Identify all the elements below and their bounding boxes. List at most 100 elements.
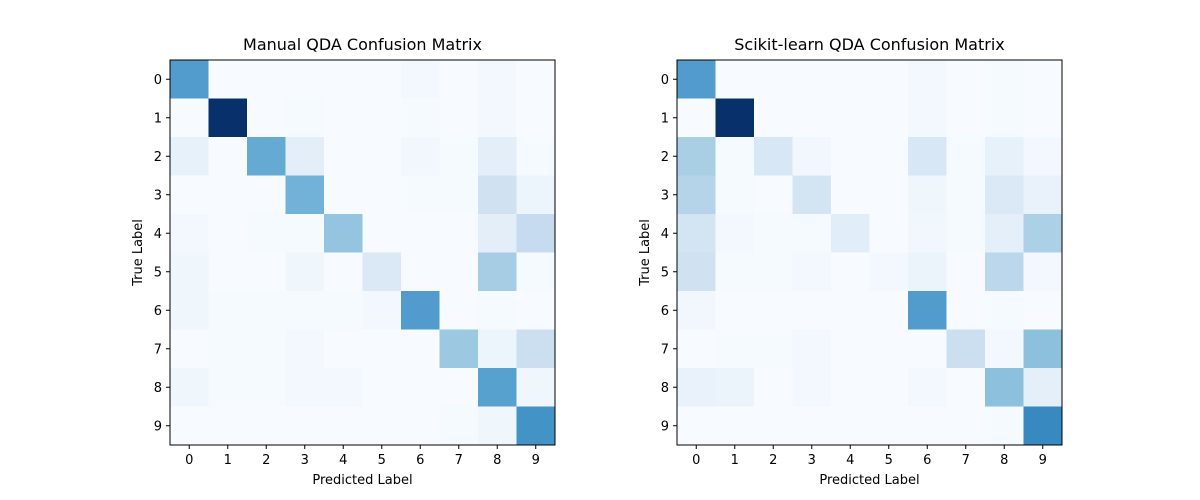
heatmap-cell bbox=[869, 60, 909, 99]
heatmap-cell bbox=[439, 329, 479, 369]
heatmap-cell bbox=[754, 137, 793, 176]
heatmap-cell bbox=[401, 60, 440, 99]
x-tick-label: 9 bbox=[532, 453, 540, 468]
heatmap-cell bbox=[908, 406, 947, 446]
heatmap-cell bbox=[985, 98, 1024, 138]
heatmap-cell bbox=[985, 252, 1024, 292]
y-tick-label: 1 bbox=[661, 111, 669, 126]
x-tick-label: 2 bbox=[769, 453, 777, 468]
heatmap-panel-1: Scikit-learn QDA Confusion Matrix 0 1 2 3 4 5 6… bbox=[638, 35, 1063, 488]
heatmap-cell bbox=[324, 214, 363, 253]
heatmap-cell bbox=[831, 368, 870, 407]
heatmap-cell bbox=[516, 291, 556, 330]
heatmap-cell bbox=[677, 329, 716, 369]
heatmap-cell bbox=[516, 98, 556, 138]
heatmap-cell bbox=[439, 252, 479, 292]
y-tick-label: 2 bbox=[154, 150, 162, 165]
heatmap-cell bbox=[516, 137, 556, 176]
heatmap-cell bbox=[792, 252, 832, 292]
heatmap-cell bbox=[677, 252, 716, 292]
heatmap-cell bbox=[869, 329, 909, 369]
heatmap-cell bbox=[715, 252, 755, 292]
heatmap-cell bbox=[247, 329, 286, 369]
heatmap-cell bbox=[324, 252, 363, 292]
heatmap-cell bbox=[908, 137, 947, 176]
heatmap-cell bbox=[908, 98, 947, 138]
heatmap-cell bbox=[1023, 214, 1063, 253]
heatmap-cell bbox=[908, 60, 947, 99]
x-tick-label: 0 bbox=[692, 453, 700, 468]
heatmap-cell bbox=[478, 137, 517, 176]
heatmap-cell bbox=[946, 214, 986, 253]
heatmap-cell bbox=[908, 214, 947, 253]
heatmap-cell bbox=[478, 60, 517, 99]
heatmap-cell bbox=[792, 60, 832, 99]
y-tick-label: 3 bbox=[154, 188, 162, 203]
heatmap-cell bbox=[208, 291, 248, 330]
y-tick-label: 1 bbox=[154, 111, 162, 126]
heatmap-cell bbox=[754, 60, 793, 99]
heatmap-cell bbox=[908, 252, 947, 292]
heatmap-cell bbox=[1023, 98, 1063, 138]
heatmap-cell bbox=[715, 175, 755, 215]
heatmap-cell bbox=[247, 175, 286, 215]
heatmap-cell bbox=[869, 252, 909, 292]
heatmap-cell bbox=[401, 214, 440, 253]
y-tick-label: 7 bbox=[154, 342, 162, 357]
y-tick-label: 2 bbox=[661, 150, 669, 165]
x-axis-label: Predicted Label bbox=[819, 473, 919, 488]
heatmap-cell bbox=[516, 175, 556, 215]
heatmap-cell bbox=[677, 137, 716, 176]
heatmap-cell bbox=[946, 406, 986, 446]
heatmap-cell bbox=[792, 406, 832, 446]
heatmap-cell bbox=[715, 60, 755, 99]
heatmap-cell bbox=[401, 291, 440, 330]
y-tick-label: 0 bbox=[154, 73, 162, 88]
heatmap-cell bbox=[792, 175, 832, 215]
heatmap-cell bbox=[170, 214, 209, 253]
x-tick-label: 5 bbox=[885, 453, 893, 468]
heatmap-cell bbox=[985, 137, 1024, 176]
heatmap-cell bbox=[208, 60, 248, 99]
heatmap-cell bbox=[1023, 329, 1063, 369]
heatmap-cell bbox=[677, 214, 716, 253]
y-tick-label: 6 bbox=[661, 304, 669, 319]
heatmap-cell bbox=[792, 329, 832, 369]
heatmap-cell bbox=[831, 137, 870, 176]
heatmap-cell bbox=[985, 214, 1024, 253]
heatmap-cell bbox=[324, 175, 363, 215]
y-tick-label: 8 bbox=[154, 381, 162, 396]
heatmap-cell bbox=[869, 175, 909, 215]
heatmap-cell bbox=[677, 291, 716, 330]
heatmap-cell bbox=[946, 175, 986, 215]
heatmap-cell bbox=[324, 291, 363, 330]
heatmap-cell bbox=[324, 406, 363, 446]
heatmap-cell bbox=[247, 60, 286, 99]
plot-frame bbox=[676, 59, 1063, 446]
heatmap-cell bbox=[170, 175, 209, 215]
heatmap-cell bbox=[985, 406, 1024, 446]
heatmap-cell bbox=[792, 291, 832, 330]
heatmap-cell bbox=[285, 137, 325, 176]
heatmap-cell bbox=[754, 291, 793, 330]
x-tick-label: 3 bbox=[301, 453, 309, 468]
heatmap-cell bbox=[715, 368, 755, 407]
heatmap-cell bbox=[677, 368, 716, 407]
heatmap-cell bbox=[869, 214, 909, 253]
heatmap-cell bbox=[869, 291, 909, 330]
heatmap-cell bbox=[401, 406, 440, 446]
heatmap-cell bbox=[401, 368, 440, 407]
heatmap-cell bbox=[324, 60, 363, 99]
heatmap-cell bbox=[439, 60, 479, 99]
heatmap-cell bbox=[439, 137, 479, 176]
heatmap-cell bbox=[715, 137, 755, 176]
x-tick-label: 7 bbox=[962, 453, 970, 468]
x-tick-label: 6 bbox=[923, 453, 931, 468]
heatmap-cell bbox=[677, 406, 716, 446]
heatmap-cell bbox=[285, 368, 325, 407]
heatmap-cell bbox=[208, 368, 248, 407]
heatmap-cell bbox=[754, 329, 793, 369]
heatmap-cell bbox=[946, 137, 986, 176]
heatmap-cell bbox=[715, 291, 755, 330]
